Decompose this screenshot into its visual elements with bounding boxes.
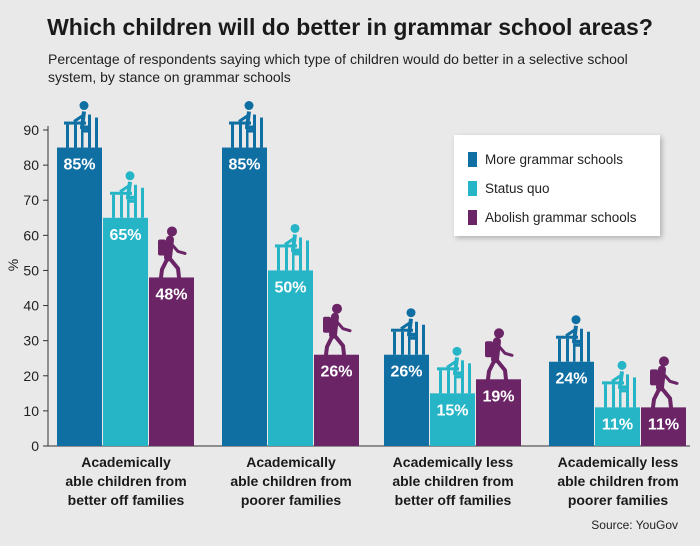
y-tick-label: 20 — [23, 368, 39, 384]
student-at-desk-icon — [110, 171, 144, 218]
legend-swatch-more — [468, 151, 477, 167]
bar — [149, 277, 194, 446]
bar — [595, 407, 640, 446]
y-tick-label: 70 — [23, 192, 39, 208]
student-at-desk-icon — [391, 308, 425, 355]
category-label: Academically less — [393, 454, 514, 470]
bar — [268, 270, 313, 446]
category-label: able children from — [557, 473, 678, 489]
category-label: better off families — [68, 492, 185, 508]
y-tick-label: 0 — [31, 438, 39, 454]
bar-value-label: 11% — [602, 416, 633, 433]
legend-item-status: Status quo — [468, 180, 550, 196]
bar-value-label: 85% — [228, 157, 260, 174]
category-label: Academically less — [558, 454, 679, 470]
legend-label-status: Status quo — [485, 180, 550, 196]
bar-value-label: 65% — [109, 227, 141, 244]
category-label: able children from — [65, 473, 186, 489]
bar-value-label: 26% — [320, 364, 352, 381]
bar-value-label: 50% — [274, 279, 306, 296]
y-tick-label: 40 — [23, 298, 39, 314]
y-tick-label: 30 — [23, 333, 39, 349]
bar — [641, 407, 686, 446]
bar — [222, 147, 267, 447]
student-walking-icon — [323, 303, 352, 357]
student-at-desk-icon — [229, 101, 263, 148]
student-at-desk-icon — [437, 346, 471, 394]
category-label: poorer families — [568, 492, 669, 508]
legend-label-more: More grammar schools — [485, 151, 624, 167]
category-label: able children from — [392, 473, 513, 489]
bar-value-label: 26% — [390, 364, 422, 381]
bar-value-label: 15% — [436, 402, 468, 419]
bar-value-label: 19% — [482, 388, 514, 405]
student-walking-icon — [650, 356, 679, 410]
student-at-desk-icon — [275, 223, 309, 271]
bar-value-label: 48% — [155, 286, 187, 303]
bar — [103, 217, 148, 446]
y-tick-label: 50 — [23, 262, 39, 278]
legend-item-more: More grammar schools — [468, 151, 623, 167]
category-label: Academically — [246, 454, 336, 470]
bar — [314, 354, 359, 446]
y-tick-label: 10 — [23, 403, 39, 419]
y-tick-label: 90 — [23, 122, 39, 138]
student-at-desk-icon — [556, 315, 590, 362]
bar — [476, 379, 521, 446]
student-walking-icon — [485, 328, 514, 382]
category-label: poorer families — [241, 492, 342, 508]
bar-value-label: 85% — [63, 157, 95, 174]
legend-item-abolish: Abolish grammar schools — [468, 209, 637, 225]
bar-value-label: 24% — [555, 371, 587, 388]
y-tick-label: 60 — [23, 227, 39, 243]
legend-swatch-abolish — [468, 209, 477, 225]
category-label: able children from — [230, 473, 351, 489]
chart-subtitle: Percentage of respondents saying which t… — [48, 51, 628, 85]
bar — [57, 147, 102, 447]
legend: More grammar schools Status quo Abolish … — [454, 135, 660, 236]
student-at-desk-icon — [602, 360, 636, 408]
student-walking-icon — [158, 226, 187, 280]
source-note: Source: YouGov — [591, 518, 678, 532]
category-label: better off families — [395, 492, 512, 508]
bar-value-label: 11% — [648, 416, 679, 433]
legend-swatch-status — [468, 180, 477, 196]
y-tick-label: 80 — [23, 157, 39, 173]
bar — [549, 361, 594, 446]
bar — [384, 354, 429, 446]
chart-title: Which children will do better in grammar… — [47, 14, 653, 40]
student-at-desk-icon — [64, 101, 98, 148]
y-axis-label: % — [5, 259, 21, 271]
bar — [430, 393, 475, 446]
category-label: Academically — [81, 454, 171, 470]
legend-label-abolish: Abolish grammar schools — [485, 209, 637, 225]
